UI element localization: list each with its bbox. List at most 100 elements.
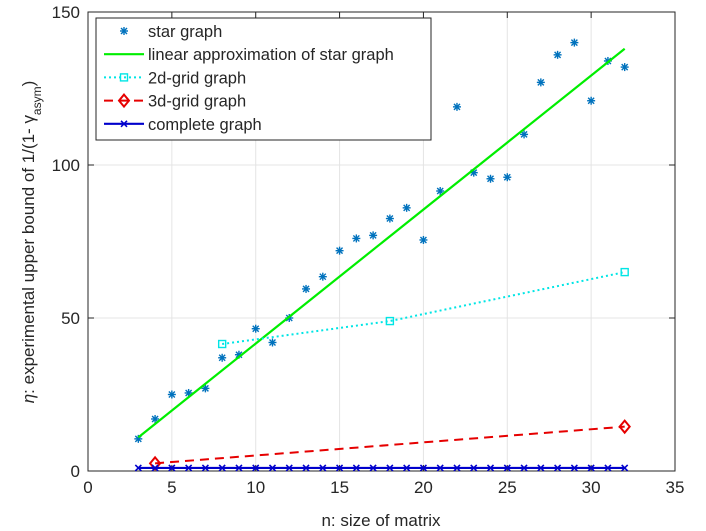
data-point: [486, 464, 495, 472]
data-point: [470, 464, 478, 472]
x-axis-label: n: size of matrix: [321, 511, 441, 530]
legend-item: 3d-grid graph: [104, 93, 246, 111]
data-point: [335, 246, 344, 255]
data-point: [148, 455, 162, 471]
legend: star graph linear approximation of star g…: [95, 17, 432, 141]
data-point: [587, 464, 595, 472]
data-point: [503, 173, 512, 182]
x-tick-label: 30: [582, 478, 601, 497]
legend-item: 2d-grid graph: [104, 69, 246, 87]
data-point: [419, 235, 428, 244]
y-tick-label: 50: [61, 309, 80, 328]
data-point: [285, 464, 293, 472]
legend-item: complete graph: [104, 116, 262, 134]
data-point: [553, 50, 562, 59]
data-point: [419, 464, 427, 472]
data-point: [520, 130, 529, 139]
data-point: [402, 203, 411, 212]
data-point: [436, 464, 444, 472]
data-point: [620, 267, 629, 277]
legend-box: [95, 17, 432, 141]
axis-ticks: 0 5 10 15 20 25 30 35 0 50 100 150: [52, 3, 685, 497]
data-point: [369, 231, 378, 240]
x-tick-label: 20: [414, 478, 433, 497]
series-line: [155, 425, 625, 465]
data-point: [369, 464, 377, 472]
data-point: [570, 464, 578, 472]
data-point: [453, 464, 461, 472]
data-point: [486, 174, 495, 183]
y-axis-label: η: experimental upper bound of 1/(1- γas…: [19, 81, 44, 404]
data-point: [134, 464, 142, 472]
data-point: [386, 464, 394, 472]
legend-label: star graph: [148, 23, 222, 41]
data-point: [536, 78, 545, 87]
y-tick-label: 0: [71, 462, 80, 481]
y-tick-label: 150: [52, 3, 80, 22]
data-point: [352, 234, 361, 243]
data-point: [302, 464, 310, 472]
legend-label: 3d-grid graph: [148, 93, 246, 111]
series-line: [137, 47, 626, 439]
x-tick-label: 0: [83, 478, 92, 497]
data-point: [217, 339, 227, 349]
y-axis-label-subscript: asym: [30, 86, 44, 115]
legend-label: complete graph: [148, 116, 262, 134]
legend-marker: [120, 120, 128, 128]
y-axis-label-suffix: ): [19, 81, 38, 87]
data-point: [302, 284, 311, 293]
series-3d-grid-graph: [148, 419, 631, 471]
data-point: [570, 38, 579, 47]
y-tick-label: 100: [52, 156, 80, 175]
legend-marker: [120, 27, 128, 35]
data-point: [352, 464, 360, 472]
legend-marker: [117, 93, 131, 109]
data-point: [201, 464, 209, 472]
x-tick-label: 25: [498, 478, 517, 497]
data-point: [452, 102, 461, 111]
x-tick-label: 10: [246, 478, 265, 497]
series-layer: [134, 38, 631, 472]
data-point: [520, 464, 528, 472]
data-point: [235, 464, 243, 472]
data-point: [268, 464, 277, 472]
x-tick-label: 15: [330, 478, 349, 497]
data-point: [185, 464, 193, 472]
data-point: [403, 464, 411, 472]
plot-area: [87, 11, 676, 472]
series-linear-approximation-of-star-graph: [137, 47, 626, 439]
x-tick-label: 35: [666, 478, 685, 497]
data-point: [251, 324, 260, 333]
data-point: [385, 316, 395, 326]
data-point: [587, 96, 596, 105]
data-point: [537, 464, 545, 472]
data-point: [268, 338, 277, 347]
data-point: [618, 419, 631, 435]
data-point: [167, 390, 176, 399]
data-point: [385, 214, 394, 223]
data-point: [151, 464, 159, 472]
series-2d-grid-graph: [217, 267, 629, 349]
series-complete-graph: [134, 464, 629, 472]
data-point: [318, 272, 327, 281]
legend-label: linear approximation of star graph: [148, 46, 394, 64]
data-point: [319, 464, 327, 472]
legend-item: linear approximation of star graph: [104, 46, 394, 64]
y-axis-label-symbol: η: [19, 394, 38, 403]
legend-label: 2d-grid graph: [148, 69, 246, 87]
data-point: [436, 187, 445, 196]
data-point: [252, 464, 260, 472]
data-point: [168, 464, 176, 472]
data-point: [604, 464, 612, 472]
data-point: [503, 464, 511, 472]
data-point: [620, 63, 629, 72]
x-tick-label: 5: [167, 478, 176, 497]
series-line: [222, 271, 625, 346]
legend-marker: [119, 73, 129, 82]
data-point: [218, 464, 226, 472]
data-point: [218, 353, 227, 362]
legend-item: star graph: [120, 23, 222, 41]
data-point: [336, 464, 344, 472]
data-point: [554, 464, 562, 472]
